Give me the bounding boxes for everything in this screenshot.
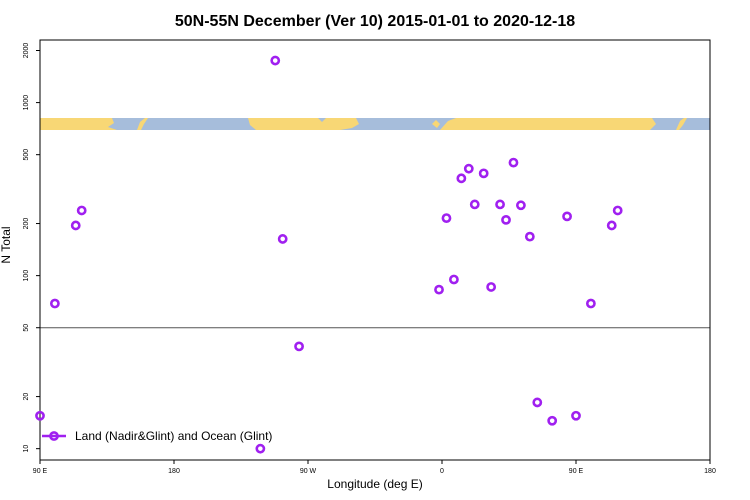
data-point <box>547 415 558 426</box>
data-point <box>606 220 617 231</box>
data-point <box>441 213 452 224</box>
y-tick-label: 20 <box>23 393 30 401</box>
legend-marker <box>49 431 59 441</box>
y-tick-label: 50 <box>23 324 30 332</box>
data-point <box>463 163 474 174</box>
data-point <box>516 200 526 211</box>
data-point <box>486 282 497 292</box>
x-tick-label: 180 <box>704 468 716 475</box>
world-map-strip <box>40 118 710 130</box>
data-point <box>76 205 87 216</box>
y-axis-label: N Total <box>0 226 13 263</box>
data-point <box>456 173 467 184</box>
y-tick-label: 500 <box>23 149 30 161</box>
x-tick-label: 90 W <box>300 468 317 475</box>
y-tick-label: 200 <box>23 218 30 230</box>
y-tick-label: 100 <box>23 270 30 282</box>
data-point <box>434 284 444 295</box>
data-point <box>270 55 281 66</box>
chart-title: 50N-55N December (Ver 10) 2015-01-01 to … <box>175 13 575 30</box>
x-tick-label: 180 <box>168 468 180 475</box>
x-axis: 90 E 180 90 W 0 90 E 180 <box>33 460 716 475</box>
data-point <box>478 168 489 179</box>
data-point <box>571 410 581 421</box>
x-axis-label: Longitude (deg E) <box>327 477 422 491</box>
data-point <box>508 157 519 168</box>
y-tick-label: 1000 <box>23 95 30 111</box>
data-point <box>501 214 511 225</box>
x-tick-label: 90 E <box>569 468 584 475</box>
legend: Land (Nadir&Glint) and Ocean (Glint) <box>42 429 272 443</box>
data-point <box>35 410 45 421</box>
data-point <box>562 211 572 222</box>
data-points <box>35 55 623 454</box>
y-tick-label: 2000 <box>23 43 30 59</box>
data-point <box>524 231 535 242</box>
legend-label: Land (Nadir&Glint) and Ocean (Glint) <box>75 429 272 443</box>
y-axis: 10 20 50 100 200 500 1000 2000 <box>23 43 40 453</box>
data-point <box>449 274 459 285</box>
landmass-islands <box>432 120 440 128</box>
data-point <box>49 298 60 309</box>
landmass-europe-asia-east <box>440 118 656 130</box>
x-tick-label: 90 E <box>33 468 48 475</box>
data-point <box>532 397 543 408</box>
x-tick-label: 0 <box>440 468 444 475</box>
y-tick-label: 10 <box>23 445 30 453</box>
data-point <box>277 234 288 244</box>
landmass-east-small <box>676 118 687 130</box>
data-point <box>612 205 623 216</box>
data-point <box>255 443 266 454</box>
plot-frame <box>39 39 711 461</box>
data-point <box>294 341 304 352</box>
data-point <box>495 199 505 210</box>
data-point <box>469 199 480 210</box>
data-point <box>70 220 81 231</box>
data-point <box>585 298 596 309</box>
landmass-north-america <box>248 118 359 130</box>
landmass-europe-asia-west <box>40 118 117 130</box>
landmass-asia-east-small <box>137 118 148 130</box>
